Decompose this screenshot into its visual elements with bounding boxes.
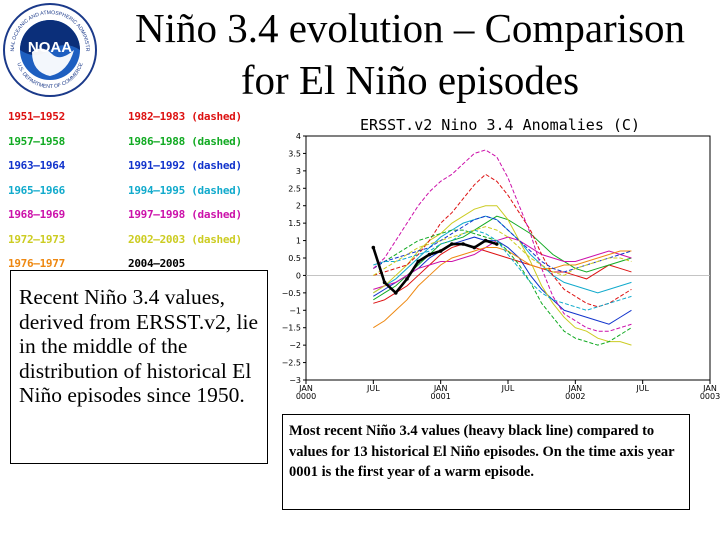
series-line	[373, 229, 632, 346]
nino34-chart-svg: 43.532.521.510.50−0.5−1−1.5−2−2.5−3JAN00…	[282, 116, 720, 401]
x-tick-label: JAN	[433, 384, 448, 393]
x-tick-year-label: 0003	[700, 392, 720, 401]
legend-item: 1986—1988 (dashed)	[128, 134, 242, 148]
x-tick-label: JUL	[501, 384, 515, 393]
x-tick-year-label: 0000	[296, 392, 316, 401]
chart-legend: 1951—1952 1957—1958 1963—1964 1965—1966 1968…	[4, 106, 272, 270]
series-point	[472, 245, 477, 250]
series-point	[438, 249, 443, 253]
y-tick-label: 0	[296, 271, 301, 280]
series-point	[393, 291, 398, 295]
legend-item: 1972—1973	[8, 232, 65, 246]
series-point	[416, 259, 421, 264]
noaa-logo-icon: NOAA NATIONAL OCEANIC AND ATMOSPHERIC AD…	[0, 0, 97, 97]
y-tick-label: −2.5	[282, 359, 301, 368]
series-line	[373, 205, 632, 346]
x-tick-label: JAN	[298, 384, 313, 393]
series-point	[382, 280, 387, 285]
legend-item: 1991—1992 (dashed)	[128, 159, 242, 172]
y-tick-label: 3.5	[288, 149, 301, 158]
x-tick-year-label: 0002	[565, 392, 585, 401]
series-line	[373, 229, 632, 311]
series-point	[461, 242, 465, 246]
noaa-logo: NOAA NATIONAL OCEANIC AND ATMOSPHERIC AD…	[0, 0, 98, 98]
series-line	[373, 215, 632, 273]
series-point	[483, 238, 488, 243]
y-tick-label: 2	[296, 202, 301, 211]
legend-item: 1994—1995 (dashed)	[128, 183, 242, 197]
series-line	[372, 239, 498, 295]
series-line	[373, 243, 632, 304]
caption-box: Most recent Niño 3.4 values (heavy black…	[282, 414, 690, 510]
page-title: Niño 3.4 evolution – Comparison for El N…	[100, 2, 720, 106]
legend-item: 2002—2003 (dashed)	[128, 232, 242, 246]
series-point	[427, 252, 432, 257]
series-point	[371, 245, 376, 250]
description-box: Recent Niño 3.4 values, derived from ERS…	[10, 270, 268, 464]
legend-item: 1951—1952	[8, 110, 65, 123]
y-tick-label: −3	[289, 376, 301, 385]
y-tick-label: 3	[296, 167, 301, 176]
caption-text: Most recent Niño 3.4 values (heavy black…	[289, 423, 675, 480]
series-line	[373, 226, 632, 276]
x-tick-label: JAN	[567, 384, 582, 393]
legend-item: 1982—1983 (dashed)	[128, 110, 242, 123]
y-tick-label: −2	[289, 341, 301, 350]
legend-item: 1957—1958	[8, 134, 65, 148]
title-line-2: for El Niño episodes	[240, 57, 580, 103]
legend-item: 2004—2005	[128, 257, 185, 270]
x-tick-label: JAN	[702, 384, 717, 393]
legend-item: 1976—1977	[8, 257, 65, 270]
y-tick-label: −1	[289, 306, 301, 315]
x-tick-label: JUL	[635, 384, 649, 393]
legend-item: 1997—1998 (dashed)	[128, 208, 242, 221]
x-tick-label: JUL	[366, 384, 380, 393]
noaa-logo-text: NOAA	[28, 39, 72, 56]
y-tick-label: 1.5	[288, 219, 301, 228]
legend-item: 1968—1969	[8, 208, 65, 221]
series-point	[450, 242, 454, 246]
series-point	[405, 277, 409, 281]
description-text: Recent Niño 3.4 values, derived from ERS…	[19, 285, 259, 407]
series-line	[372, 149, 632, 332]
series-point	[494, 242, 499, 246]
y-tick-label: 1	[296, 237, 301, 246]
y-tick-label: −0.5	[282, 289, 301, 298]
x-tick-year-label: 0001	[430, 392, 450, 401]
legend-item: 1963—1964	[8, 159, 65, 172]
y-tick-label: 0.5	[288, 254, 301, 263]
title-line-1: Niño 3.4 evolution – Comparison	[134, 5, 686, 51]
nino34-chart: 4 3.5 3 2.5 2 1.5 1 0.5 0 −0.5 −1 −1.5 −2 −2.5 −3 JAN 00…	[280, 106, 720, 406]
y-tick-label: 4	[296, 132, 301, 141]
y-tick-label: 2.5	[288, 184, 301, 193]
series-line	[373, 173, 632, 308]
legend-item: 1965—1966	[8, 183, 65, 197]
chart-title: ERSST.v2 Nino 3.4 Anomalies (C)	[360, 116, 640, 134]
series-line	[373, 247, 632, 329]
series-line	[373, 236, 632, 290]
y-tick-label: −1.5	[282, 324, 301, 333]
